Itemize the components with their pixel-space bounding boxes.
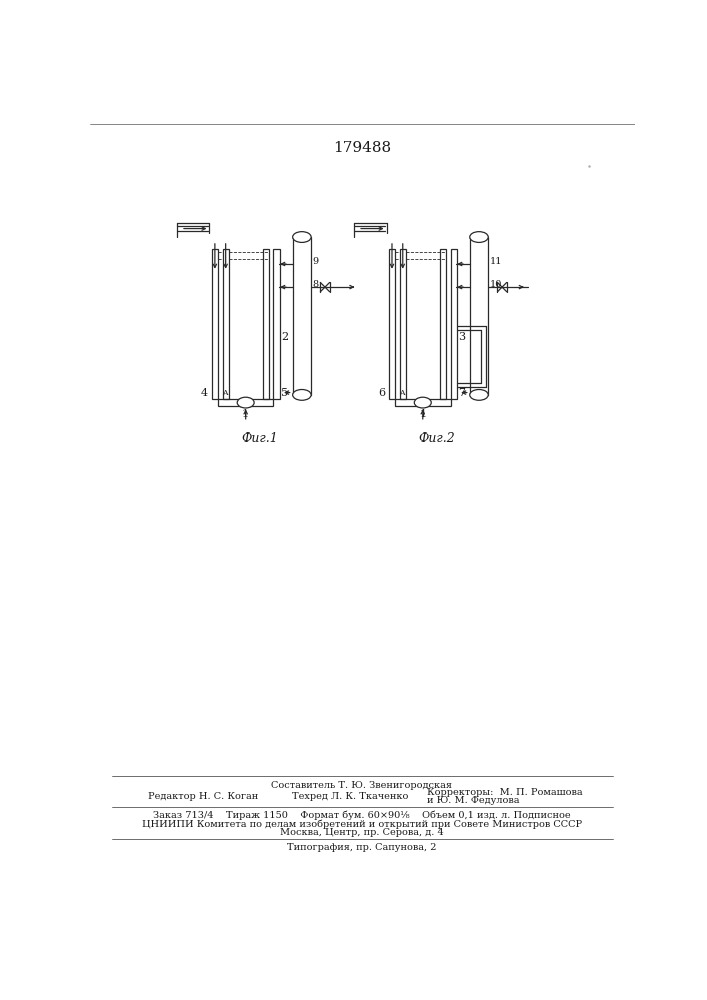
- Text: 5: 5: [281, 388, 288, 398]
- Bar: [399, 249, 406, 399]
- Text: 3: 3: [458, 332, 465, 342]
- Text: 11: 11: [490, 257, 502, 266]
- Text: 4: 4: [201, 388, 208, 398]
- Text: A: A: [222, 389, 228, 397]
- Text: 1: 1: [419, 409, 426, 419]
- Text: 9: 9: [312, 257, 319, 266]
- Text: 179488: 179488: [333, 141, 391, 155]
- Text: ЦНИИПИ Комитета по делам изобретений и открытий при Совете Министров СССР: ЦНИИПИ Комитета по делам изобретений и о…: [142, 819, 582, 829]
- Bar: [223, 249, 229, 399]
- Ellipse shape: [469, 232, 489, 242]
- Text: Редактор Н. С. Коган: Редактор Н. С. Коган: [148, 792, 258, 801]
- Ellipse shape: [293, 389, 311, 400]
- Text: 10: 10: [490, 280, 502, 289]
- Ellipse shape: [238, 397, 254, 408]
- Bar: [218, 399, 274, 406]
- Text: Заказ 713/4    Тираж 1150    Формат бум. 60×90¹⁄₈    Объем 0,1 изд. л. Подписное: Заказ 713/4 Тираж 1150 Формат бум. 60×90…: [153, 811, 571, 820]
- Ellipse shape: [293, 232, 311, 242]
- Text: Типография, пр. Сапунова, 2: Типография, пр. Сапунова, 2: [287, 843, 437, 852]
- Bar: [395, 399, 450, 406]
- Text: 1: 1: [242, 409, 250, 419]
- Text: Фиг.2: Фиг.2: [419, 432, 455, 445]
- Text: Техред Л. К. Ткаченко: Техред Л. К. Ткаченко: [292, 792, 408, 801]
- Text: 8: 8: [312, 280, 319, 289]
- Bar: [212, 249, 218, 399]
- Bar: [389, 249, 395, 399]
- Bar: [274, 249, 279, 399]
- Text: Москва, Центр, пр. Серова, д. 4: Москва, Центр, пр. Серова, д. 4: [280, 828, 444, 837]
- Text: 6: 6: [378, 388, 385, 398]
- Text: 2: 2: [281, 332, 288, 342]
- Text: 7: 7: [458, 388, 465, 398]
- Ellipse shape: [414, 397, 431, 408]
- Text: Фиг.1: Фиг.1: [242, 432, 279, 445]
- Ellipse shape: [469, 389, 489, 400]
- Bar: [262, 249, 269, 399]
- Text: A: A: [399, 389, 404, 397]
- Bar: [450, 249, 457, 399]
- Text: Составитель Т. Ю. Звенигородская: Составитель Т. Ю. Звенигородская: [271, 781, 452, 790]
- Text: и Ю. М. Федулова: и Ю. М. Федулова: [428, 796, 520, 805]
- Text: Корректоры:  М. П. Ромашова: Корректоры: М. П. Ромашова: [428, 788, 583, 797]
- Bar: [440, 249, 446, 399]
